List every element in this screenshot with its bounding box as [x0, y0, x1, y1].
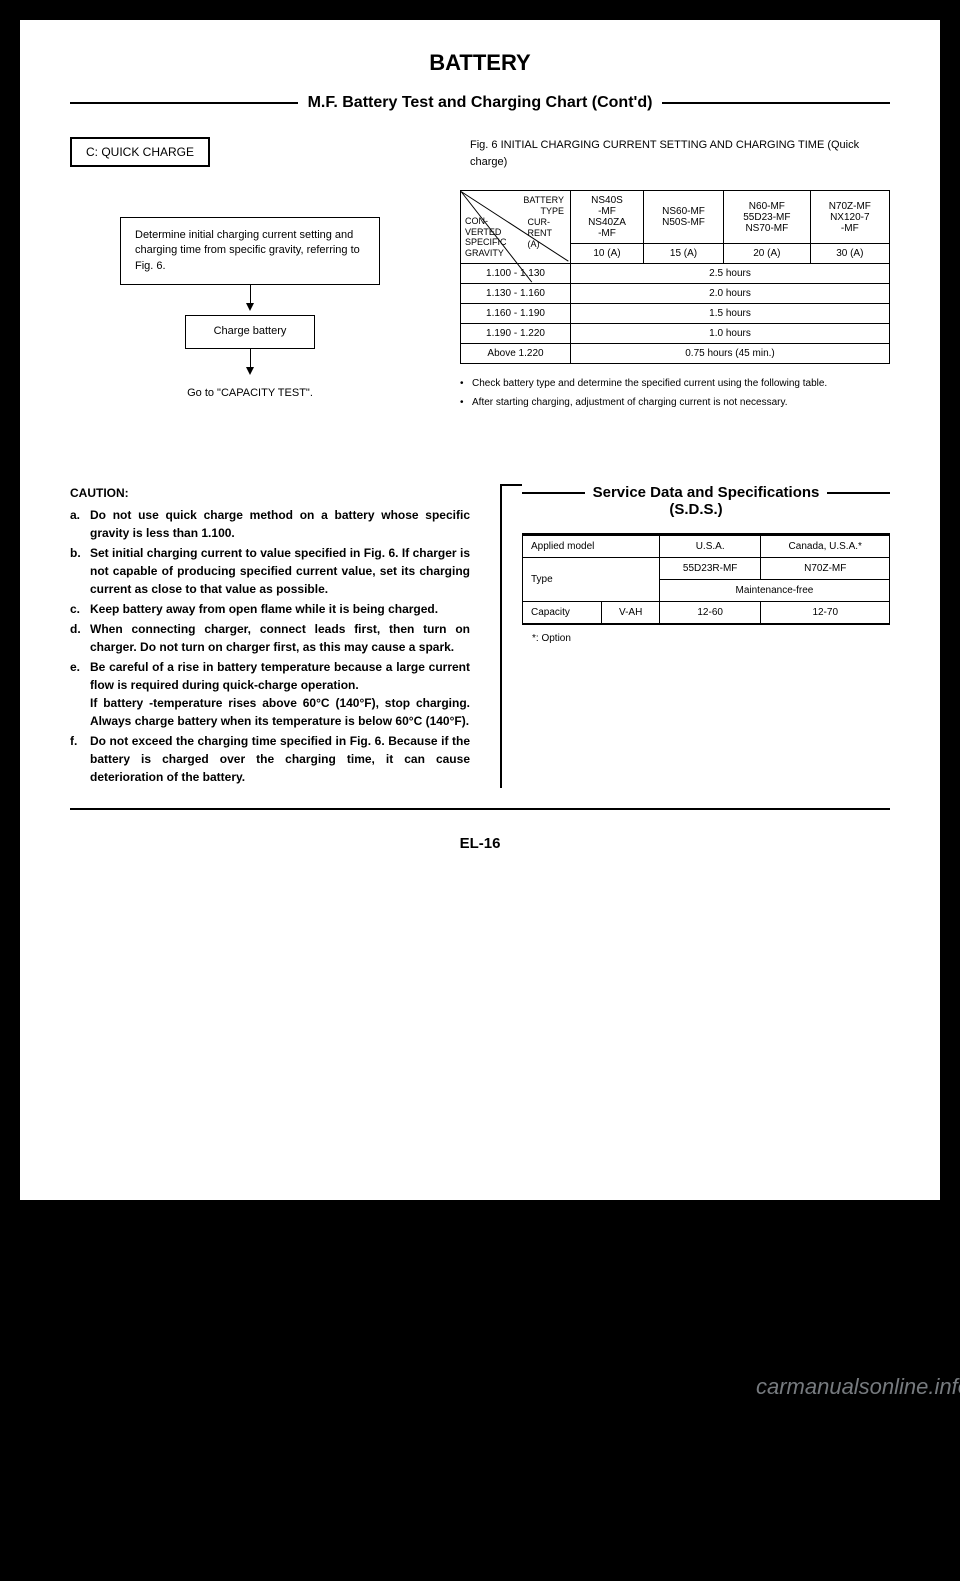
- flow-arrow-1: [70, 285, 430, 315]
- caution-letter: c.: [70, 600, 90, 618]
- time-cell: 2.0 hours: [571, 284, 890, 304]
- header-cell: N70Z-MFNX120-7-MF: [810, 191, 889, 244]
- caution-text: Do not exceed the charging time specifie…: [90, 732, 470, 786]
- rule-left: [70, 102, 298, 104]
- time-cell: 2.5 hours: [571, 264, 890, 284]
- flowchart-column: C: QUICK CHARGE Determine initial chargi…: [70, 137, 430, 414]
- sds-cell: 12-60: [659, 602, 761, 625]
- sds-row: Capacity V-AH 12-60 12-70: [523, 602, 890, 625]
- caution-list: a.Do not use quick charge method on a ba…: [70, 506, 470, 786]
- diag-bot-label: CON-VERTEDSPECIFICGRAVITY: [465, 216, 507, 259]
- caution-column: CAUTION: a.Do not use quick charge metho…: [70, 484, 470, 788]
- sg-cell: 1.130 - 1.160: [461, 284, 571, 304]
- caution-item: c.Keep battery away from open flame whil…: [70, 600, 470, 618]
- quick-charge-box: C: QUICK CHARGE: [70, 137, 210, 167]
- caution-text: Keep battery away from open flame while …: [90, 600, 470, 618]
- caution-item: f.Do not exceed the charging time specif…: [70, 732, 470, 786]
- flow-arrow-2: [70, 349, 430, 379]
- sds-subtitle: (S.D.S.): [502, 501, 890, 518]
- table-row: 1.130 - 1.160 2.0 hours: [461, 284, 890, 304]
- bottom-rule: [70, 808, 890, 810]
- caution-letter: f.: [70, 732, 90, 786]
- sds-row: Applied model U.S.A. Canada, U.S.A.*: [523, 535, 890, 558]
- header-cell: 20 (A): [724, 244, 811, 264]
- upper-section: C: QUICK CHARGE Determine initial chargi…: [70, 137, 890, 414]
- sds-cell: Canada, U.S.A.*: [761, 535, 890, 558]
- sds-row: Type 55D23R-MF N70Z-MF: [523, 558, 890, 580]
- caution-text: Do not use quick charge method on a batt…: [90, 506, 470, 542]
- lower-section: CAUTION: a.Do not use quick charge metho…: [70, 484, 890, 788]
- caution-letter: a.: [70, 506, 90, 542]
- sds-column: Service Data and Specifications (S.D.S.)…: [500, 484, 890, 788]
- caution-heading: CAUTION:: [70, 484, 470, 502]
- table-notes: Check battery type and determine the spe…: [460, 376, 890, 410]
- caution-text: Be careful of a rise in battery temperat…: [90, 658, 470, 730]
- flow-step-1: Determine initial charging current setti…: [120, 217, 380, 285]
- table-row: 1.160 - 1.190 1.5 hours: [461, 304, 890, 324]
- header-cell: N60-MF55D23-MFNS70-MF: [724, 191, 811, 244]
- header-cell: 30 (A): [810, 244, 889, 264]
- sg-cell: 1.100 - 1.130: [461, 264, 571, 284]
- sg-cell: 1.190 - 1.220: [461, 324, 571, 344]
- subtitle: M.F. Battery Test and Charging Chart (Co…: [298, 94, 663, 112]
- time-cell: 0.75 hours (45 min.): [571, 344, 890, 364]
- sds-cell: Applied model: [523, 535, 660, 558]
- document-page: BATTERY M.F. Battery Test and Charging C…: [20, 20, 940, 1200]
- caution-letter: d.: [70, 620, 90, 656]
- page-title: BATTERY: [70, 50, 890, 76]
- sds-cell: 55D23R-MF: [659, 558, 761, 580]
- header-cell: 10 (A): [571, 244, 644, 264]
- note-item: After starting charging, adjustment of c…: [460, 395, 890, 410]
- flow-step-2: Charge battery: [185, 315, 315, 348]
- caution-letter: b.: [70, 544, 90, 598]
- caution-item: b.Set initial charging current to value …: [70, 544, 470, 598]
- sds-cell: Maintenance-free: [659, 580, 889, 602]
- caution-text: When connecting charger, connect leads f…: [90, 620, 470, 656]
- time-cell: 1.0 hours: [571, 324, 890, 344]
- subtitle-row: M.F. Battery Test and Charging Chart (Co…: [70, 94, 890, 112]
- header-cell: NS40S-MFNS40ZA-MF: [571, 191, 644, 244]
- diag-top-label: BATTERYTYPE: [523, 195, 564, 217]
- caution-letter: e.: [70, 658, 90, 730]
- sds-corner: [502, 484, 522, 486]
- sds-table: Applied model U.S.A. Canada, U.S.A.* Typ…: [522, 533, 890, 625]
- caution-text: Set initial charging current to value sp…: [90, 544, 470, 598]
- sg-cell: Above 1.220: [461, 344, 571, 364]
- sds-cell: V-AH: [602, 602, 659, 625]
- sds-cell: N70Z-MF: [761, 558, 890, 580]
- figure-caption: Fig. 6 INITIAL CHARGING CURRENT SETTING …: [460, 137, 890, 170]
- sds-cell: 12-70: [761, 602, 890, 625]
- header-cell: 15 (A): [643, 244, 723, 264]
- flow-step-3: Go to "CAPACITY TEST".: [70, 387, 430, 399]
- page-number: EL-16: [70, 835, 890, 852]
- sds-rule-left: [522, 492, 585, 494]
- caution-item: a.Do not use quick charge method on a ba…: [70, 506, 470, 542]
- table-header-row-1: BATTERYTYPE CUR-RENT(A) CON-VERTEDSPECIF…: [461, 191, 890, 244]
- sds-title: Service Data and Specifications: [585, 484, 828, 501]
- sds-cell: U.S.A.: [659, 535, 761, 558]
- diag-mid-label: CUR-RENT(A): [528, 217, 553, 249]
- watermark: carmanualsonline.info: [756, 1374, 960, 1400]
- diagonal-header-cell: BATTERYTYPE CUR-RENT(A) CON-VERTEDSPECIF…: [461, 191, 571, 264]
- sds-title-row: Service Data and Specifications: [522, 484, 890, 501]
- sds-cell: Capacity: [523, 602, 602, 625]
- sds-note: *: Option: [532, 633, 890, 644]
- header-cell: NS60-MFN50S-MF: [643, 191, 723, 244]
- table-column: Fig. 6 INITIAL CHARGING CURRENT SETTING …: [460, 137, 890, 414]
- caution-item: e.Be careful of a rise in battery temper…: [70, 658, 470, 730]
- note-item: Check battery type and determine the spe…: [460, 376, 890, 391]
- rule-right: [662, 102, 890, 104]
- caution-item: d.When connecting charger, connect leads…: [70, 620, 470, 656]
- sds-cell: Type: [523, 558, 660, 602]
- sds-rule-right: [827, 492, 890, 494]
- table-row: Above 1.220 0.75 hours (45 min.): [461, 344, 890, 364]
- charging-table: BATTERYTYPE CUR-RENT(A) CON-VERTEDSPECIF…: [460, 190, 890, 364]
- time-cell: 1.5 hours: [571, 304, 890, 324]
- sg-cell: 1.160 - 1.190: [461, 304, 571, 324]
- table-row: 1.190 - 1.220 1.0 hours: [461, 324, 890, 344]
